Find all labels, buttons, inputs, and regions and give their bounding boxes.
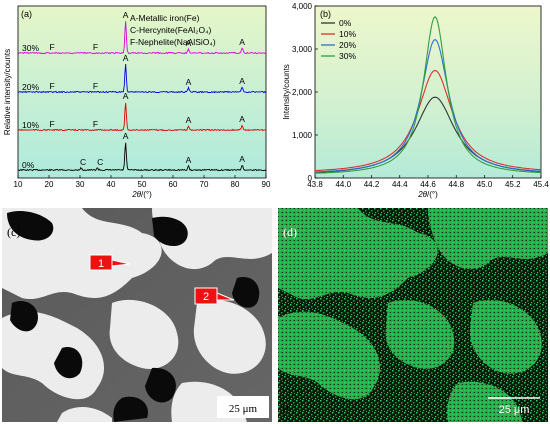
series-name-a-0: 0% [22,160,35,170]
sem-image-c: 1 2 (c) 25 μm [2,208,272,422]
peak-label-2-3: F [49,81,54,91]
peak-label-0-2: A [239,154,245,164]
x-tick-label-b-0: 43.8 [307,180,323,189]
y-tick-label-b-2: 2,000 [292,88,313,97]
xrd-chart-a: (a) A-Metallic iron(Fe) C-Hercynite(FeAl… [3,5,271,199]
sem-dark-pores [7,211,260,422]
plot-area-b [314,5,542,179]
peak-labels-a: 0% A A A C C 10% A A A F F 20% A A A F F 30% A A A F F [22,10,245,170]
x-tick-label-b-4: 44.6 [420,180,436,189]
x-tick-label-b-5: 44.8 [448,180,464,189]
x-tick-label-b-3: 44.4 [392,180,408,189]
scale-bar-label-d: 25 μm [499,404,530,416]
x-tick-label-8: 90 [262,180,271,189]
x-tick-label-4: 50 [138,180,147,189]
series-name-a-3: 30% [22,43,39,53]
x-tick-label-b-6: 45.0 [477,180,493,189]
x-tick-label-6: 70 [200,180,209,189]
peak-label-3-1: A [186,38,192,48]
peak-label-2-4: F [93,81,98,91]
legend-line-1: A-Metallic iron(Fe) [130,13,200,23]
panel-label-d: (d) [283,225,297,239]
series-line-a-10% [17,102,267,132]
marker-1-label: 1 [98,258,104,270]
ylabel-a: Relative intensity/counts [3,49,12,135]
legend-b: 0%10%20%30% [321,18,356,61]
peak-label-1-1: A [186,115,192,125]
xlabel-b: 2θ/(°) [417,190,438,199]
ticks-b: 43.8 44.0 44.2 44.4 44.6 44.8 45.0 45.2 45.4 0 1,0… [292,2,549,189]
series-lines-b [314,16,542,174]
peak-label-3-2: A [239,37,245,47]
x-tick-label-3: 40 [107,180,116,189]
y-tick-label-b-3: 3,000 [292,45,313,54]
legend-line-2: C-Hercynite(FeAl₂O₄) [130,25,212,35]
xlabel-b-symbol: 2θ [417,190,427,199]
peak-label-1-2: A [239,114,245,124]
series-line-a-0% [17,142,267,172]
series-line-b-30% [314,16,541,174]
peak-label-3-4: F [93,42,98,52]
peak-label-1-4: F [93,119,98,129]
marker-2: 2 [194,287,235,305]
element-label-d: P [282,402,289,416]
scale-bar-box-c [217,396,269,418]
series-name-a-2: 20% [22,82,39,92]
x-tick-label-b-7: 45.2 [505,180,521,189]
legend-label-b-2: 20% [339,40,356,50]
legend-line-3: F-Nephelite(NaAlSiO₄) [130,37,216,47]
xlabel-a: 2θ/(°) [131,190,152,199]
series-line-a-20% [17,63,267,94]
panel-label-b: (b) [320,9,331,19]
eds-map-d: (d) 25 μm [278,208,548,422]
peak-label-0-4: C [97,157,103,167]
marker-1: 1 [89,254,131,271]
x-tick-label-2: 30 [76,180,85,189]
xlabel-a-unit: /(°) [141,190,152,199]
peak-label-0-1: A [186,155,192,165]
peak-label-1-0: A [123,91,129,101]
peak-label-2-1: A [186,77,192,87]
x-tick-label-b-2: 44.2 [364,180,380,189]
peak-label-3-0: A [123,10,129,20]
peak-label-1-3: F [49,119,54,129]
peak-label-0-0: A [123,131,129,141]
x-tick-label-b-8: 45.4 [533,180,549,189]
x-tick-label-5: 60 [169,180,178,189]
panel-label-c: (c) [7,225,20,239]
series-line-a-30% [17,21,267,55]
scale-bar-label-c: 25 μm [229,403,258,415]
legend-label-b-0: 0% [339,18,352,28]
x-tick-label-0: 10 [14,180,23,189]
x-tick-label-1: 20 [45,180,54,189]
xlabel-b-unit: /(°) [427,190,438,199]
panel-label-a: (a) [21,9,32,19]
peak-label-3-3: F [49,42,54,52]
peak-label-2-2: A [239,76,245,86]
series-name-a-1: 10% [22,120,39,130]
y-tick-label-b-1: 1,000 [292,131,313,140]
xlabel-a-symbol: 2θ [131,190,141,199]
eds-dense-regions [278,208,548,422]
legend-label-b-3: 30% [339,51,356,61]
ylabel-b: Intensity/counts [282,64,291,120]
x-tick-label-b-1: 44.0 [335,180,351,189]
y-tick-label-b-0: 0 [308,174,313,183]
x-tick-label-7: 80 [231,180,240,189]
peak-label-0-3: C [80,157,86,167]
x-ticks-a: 10 20 30 40 50 60 70 80 90 [14,175,271,189]
marker-2-label: 2 [203,291,209,303]
series-line-b-20% [315,38,542,173]
series-line-b-10% [314,69,542,172]
peak-label-2-0: A [123,53,129,63]
legend-label-b-1: 10% [339,29,356,39]
y-tick-label-b-4: 4,000 [292,2,313,11]
xrd-chart-b: (b) Intensity/counts 2θ/(°) 43.8 44.0 44.2… [282,2,549,199]
series-lines-a [17,21,267,172]
